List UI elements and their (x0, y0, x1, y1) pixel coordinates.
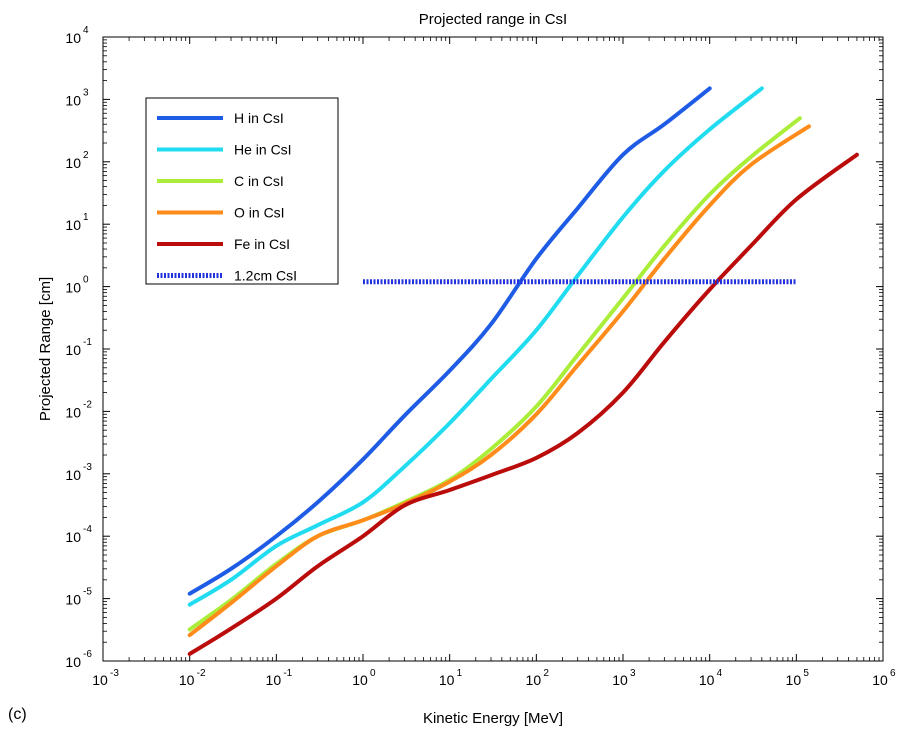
y-tick-label: 10 (65, 529, 81, 545)
y-tick-exponent: 3 (83, 87, 89, 98)
y-tick-label: 10 (65, 342, 81, 358)
y-tick-label: 10 (65, 280, 81, 296)
y-tick-exponent: 4 (83, 25, 89, 36)
x-tick-exponent: 4 (717, 668, 723, 679)
series-line-5 (187, 152, 859, 656)
y-tick-exponent: -3 (83, 462, 92, 473)
y-tick-exponent: -6 (83, 649, 92, 660)
y-tick-exponent: 0 (83, 275, 89, 286)
series-line-1 (187, 86, 712, 596)
x-tick-exponent: 6 (890, 668, 896, 679)
y-tick-label: 10 (65, 92, 81, 108)
x-tick-exponent: 1 (457, 668, 463, 679)
y-tick-exponent: -5 (83, 587, 92, 598)
x-tick-exponent: -2 (197, 668, 206, 679)
series-line-2 (187, 86, 764, 607)
legend-label: Fe in CsI (234, 236, 290, 252)
x-tick-exponent: 2 (543, 668, 549, 679)
x-tick-label: 10 (352, 672, 368, 688)
y-tick-label: 10 (65, 467, 81, 483)
x-axis-label: Kinetic Energy [MeV] (423, 710, 563, 727)
x-tick-label: 10 (439, 672, 455, 688)
x-tick-label: 10 (612, 672, 628, 688)
legend-label: O in CsI (234, 205, 285, 221)
y-tick-exponent: -2 (83, 399, 92, 410)
y-tick-label: 10 (65, 30, 81, 46)
x-tick-label: 10 (872, 672, 888, 688)
plot-frame (102, 36, 884, 662)
legend-label: 1.2cm CsI (234, 268, 297, 284)
y-tick-exponent: 2 (83, 150, 89, 161)
y-tick-exponent: -4 (83, 524, 92, 535)
y-tick-label: 10 (65, 217, 81, 233)
x-tick-label: 10 (786, 672, 802, 688)
x-tick-exponent: 0 (370, 668, 376, 679)
y-tick-label: 10 (65, 155, 81, 171)
axis-ticks (102, 36, 884, 662)
x-tick-exponent: 5 (803, 668, 809, 679)
legend-label: He in CsI (234, 142, 292, 158)
y-tick-label: 10 (65, 592, 81, 608)
x-tick-label: 10 (266, 672, 282, 688)
legend-label: H in CsI (234, 110, 284, 126)
series-line-4 (187, 124, 811, 638)
legend: H in CsI He in CsI C in CsI O in CsI Fe in C… (145, 97, 339, 285)
legend-label: C in CsI (234, 173, 284, 189)
chart-title: Projected range in CsI (419, 11, 567, 28)
x-tick-exponent: -3 (110, 668, 119, 679)
y-axis-label: Projected Range [cm] (37, 277, 54, 421)
x-tick-label: 10 (526, 672, 542, 688)
panel-label: (c) (8, 706, 27, 723)
y-tick-label: 10 (65, 404, 81, 420)
x-tick-exponent: 3 (630, 668, 636, 679)
legend-box (145, 97, 339, 285)
series-group (187, 86, 859, 656)
y-tick-exponent: -1 (83, 337, 92, 348)
y-tick-label: 10 (65, 654, 81, 670)
x-tick-label: 10 (92, 672, 108, 688)
y-tick-exponent: 1 (83, 212, 89, 223)
x-tick-label: 10 (179, 672, 195, 688)
x-tick-label: 10 (699, 672, 715, 688)
x-tick-exponent: -1 (283, 668, 292, 679)
